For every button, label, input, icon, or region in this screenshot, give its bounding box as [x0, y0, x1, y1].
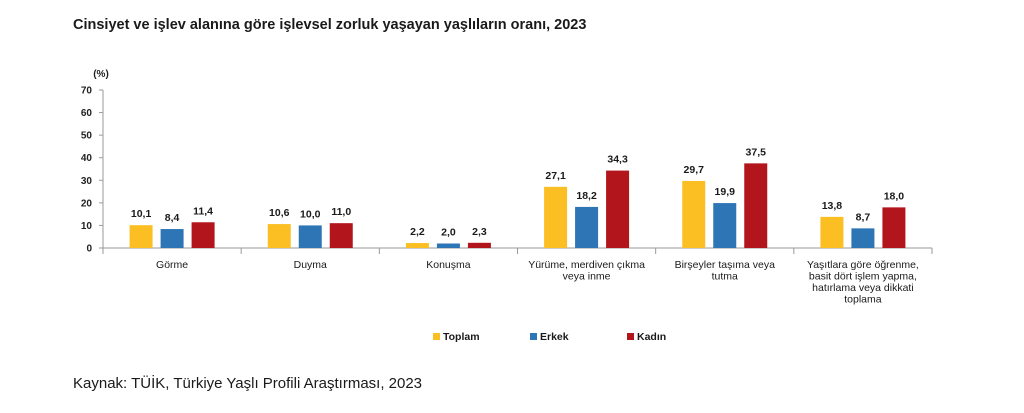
y-tick-label: 30	[81, 176, 93, 187]
y-tick-label: 20	[81, 198, 93, 209]
x-category-label: veya inme	[563, 271, 611, 283]
bar-erkek-3	[575, 206, 599, 248]
legend-swatch-erkek	[530, 333, 537, 340]
legend-label-kadın: Kadın	[637, 331, 666, 343]
y-axis-unit-label: (%)	[93, 69, 109, 80]
bar-kadın-5	[882, 207, 906, 248]
value-label: 8,7	[856, 211, 871, 223]
value-label: 13,8	[822, 200, 843, 212]
x-category-label: basit dört işlem yapma,	[809, 271, 917, 283]
bar-toplam-3	[544, 186, 568, 248]
bar-kadın-4	[744, 163, 768, 248]
x-category-label: Yürüme, merdiven çıkma	[528, 259, 645, 271]
bar-toplam-4	[682, 180, 706, 248]
legend-label-erkek: Erkek	[540, 331, 569, 343]
x-category-label: Görme	[156, 259, 188, 271]
bar-toplam-5	[820, 216, 844, 248]
bar-erkek-0	[160, 229, 184, 248]
legend-swatch-kadın	[627, 333, 634, 340]
y-tick-label: 60	[81, 108, 93, 119]
value-label: 2,0	[441, 226, 456, 238]
value-label: 27,1	[545, 170, 566, 182]
value-label: 2,2	[410, 226, 425, 238]
legend-swatch-toplam	[433, 333, 440, 340]
y-tick-label: 50	[81, 131, 93, 142]
bar-toplam-2	[405, 243, 429, 248]
value-label: 19,9	[715, 186, 736, 198]
bar-toplam-1	[267, 224, 291, 248]
value-label: 11,0	[331, 206, 351, 218]
bar-kadın-2	[467, 242, 491, 248]
value-label: 10,1	[131, 208, 152, 220]
bar-toplam-0	[129, 225, 153, 248]
x-category-label: Yaşıtlara göre öğrenme,	[807, 259, 919, 271]
y-tick-label: 0	[86, 244, 92, 255]
bar-erkek-5	[851, 228, 875, 248]
x-category-label: hatırlama veya dikkati	[812, 282, 914, 294]
value-label: 11,4	[193, 205, 213, 217]
bar-kadın-0	[191, 222, 215, 248]
value-label: 2,3	[472, 226, 487, 238]
y-tick-label: 10	[81, 221, 93, 232]
x-category-label: toplama	[844, 294, 882, 306]
legend-label-toplam: Toplam	[443, 331, 480, 343]
value-label: 18,0	[884, 190, 905, 202]
bar-erkek-1	[298, 225, 322, 248]
bar-kadın-1	[329, 223, 353, 248]
value-label: 37,5	[746, 146, 767, 158]
x-category-label: Duyma	[294, 259, 327, 271]
x-category-label: Konuşma	[426, 259, 471, 271]
value-label: 18,2	[576, 190, 597, 202]
value-label: 29,7	[684, 164, 705, 176]
value-label: 10,6	[269, 207, 290, 219]
value-label: 10,0	[300, 208, 321, 220]
bar-erkek-2	[436, 243, 460, 248]
y-tick-label: 70	[81, 86, 93, 97]
chart-title: Cinsiyet ve işlev alanına göre işlevsel …	[73, 17, 587, 33]
bar-kadın-3	[606, 170, 630, 248]
x-category-label: tutma	[712, 271, 738, 283]
value-label: 8,4	[165, 212, 180, 224]
y-tick-label: 40	[81, 153, 93, 164]
source-note: Kaynak: TÜİK, Türkiye Yaşlı Profili Araş…	[73, 375, 423, 392]
value-label: 34,3	[607, 154, 628, 166]
bar-erkek-4	[713, 203, 737, 248]
x-category-label: Birşeyler taşıma veya	[675, 259, 776, 271]
